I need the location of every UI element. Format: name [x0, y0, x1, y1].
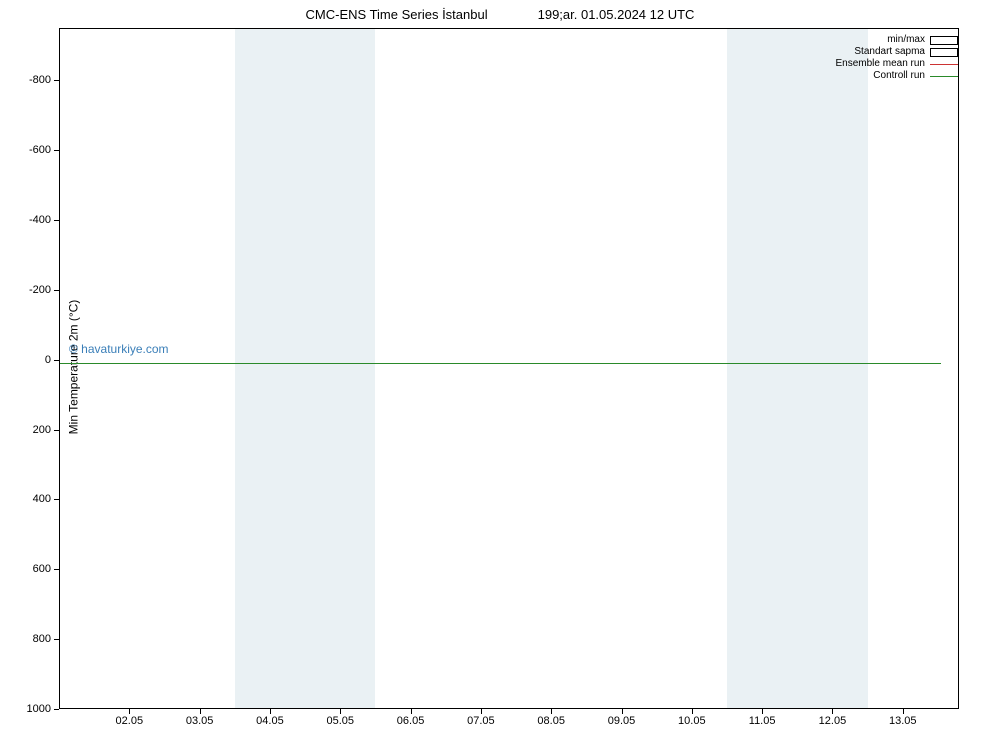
xtick-mark [622, 709, 623, 714]
legend-swatch [930, 36, 958, 45]
legend-swatch [930, 76, 958, 77]
title-right: 199;ar. 01.05.2024 12 UTC [538, 7, 695, 22]
xtick-mark [762, 709, 763, 714]
xtick-mark [129, 709, 130, 714]
legend-swatch [930, 48, 958, 57]
xtick-mark [551, 709, 552, 714]
legend-label: Ensemble mean run [836, 58, 931, 70]
shaded-band [235, 28, 305, 709]
legend-item: min/max [836, 34, 959, 46]
ytick-mark [54, 499, 59, 500]
legend-label: min/max [887, 34, 930, 46]
ytick-mark [54, 220, 59, 221]
xtick-mark [692, 709, 693, 714]
legend: min/maxStandart sapmaEnsemble mean runCo… [836, 34, 959, 82]
xtick-mark [832, 709, 833, 714]
xtick-mark [340, 709, 341, 714]
xtick-mark [270, 709, 271, 714]
ytick-mark [54, 150, 59, 151]
legend-item: Ensemble mean run [836, 58, 959, 70]
legend-label: Controll run [873, 70, 930, 82]
watermark: © havaturkiye.com [69, 342, 169, 356]
ytick-mark [54, 360, 59, 361]
shaded-band [797, 28, 867, 709]
plot-area: -800-600-400-2000200400600800100002.0503… [59, 28, 959, 709]
xtick-mark [411, 709, 412, 714]
xtick-mark [200, 709, 201, 714]
ytick-mark [54, 569, 59, 570]
series-controll-run [59, 363, 941, 364]
xtick-mark [903, 709, 904, 714]
title-left: CMC-ENS Time Series İstanbul [306, 7, 488, 22]
ytick-mark [54, 709, 59, 710]
ytick-mark [54, 639, 59, 640]
legend-item: Controll run [836, 70, 959, 82]
chart-container: CMC-ENS Time Series İstanbul 199;ar. 01.0… [0, 0, 1000, 733]
chart-title: CMC-ENS Time Series İstanbul 199;ar. 01.0… [0, 7, 1000, 22]
shaded-band [727, 28, 797, 709]
shaded-band [305, 28, 375, 709]
legend-swatch [930, 64, 958, 65]
legend-label: Standart sapma [854, 46, 930, 58]
ytick-mark [54, 430, 59, 431]
xtick-mark [481, 709, 482, 714]
ytick-mark [54, 290, 59, 291]
legend-item: Standart sapma [836, 46, 959, 58]
ytick-mark [54, 80, 59, 81]
